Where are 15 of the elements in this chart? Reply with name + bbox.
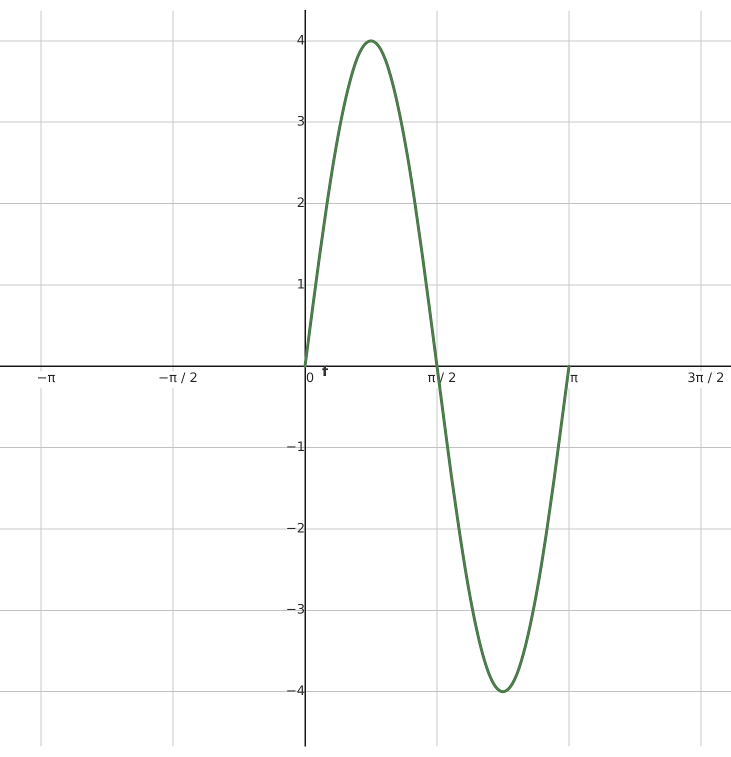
y-tick-label: 1 [296,277,306,292]
series-label: f [322,364,329,380]
y-tick-label: −2 [286,521,306,536]
y-tick-label: 2 [296,196,306,211]
x-tick-label: 3π / 2 [687,371,724,386]
line-series [304,39,571,694]
y-tick-label: −1 [286,440,306,456]
y-tick-label: 4 [296,33,306,48]
x-tick-label: −π [36,371,56,386]
x-tick-label: 0 [306,371,314,386]
x-tick-label: −π / 2 [158,371,198,386]
y-tick-label: −3 [286,602,306,618]
x-tick-label: π [570,371,578,386]
y-tick-label: −4 [286,684,306,700]
y-tick-label: 3 [296,114,306,130]
